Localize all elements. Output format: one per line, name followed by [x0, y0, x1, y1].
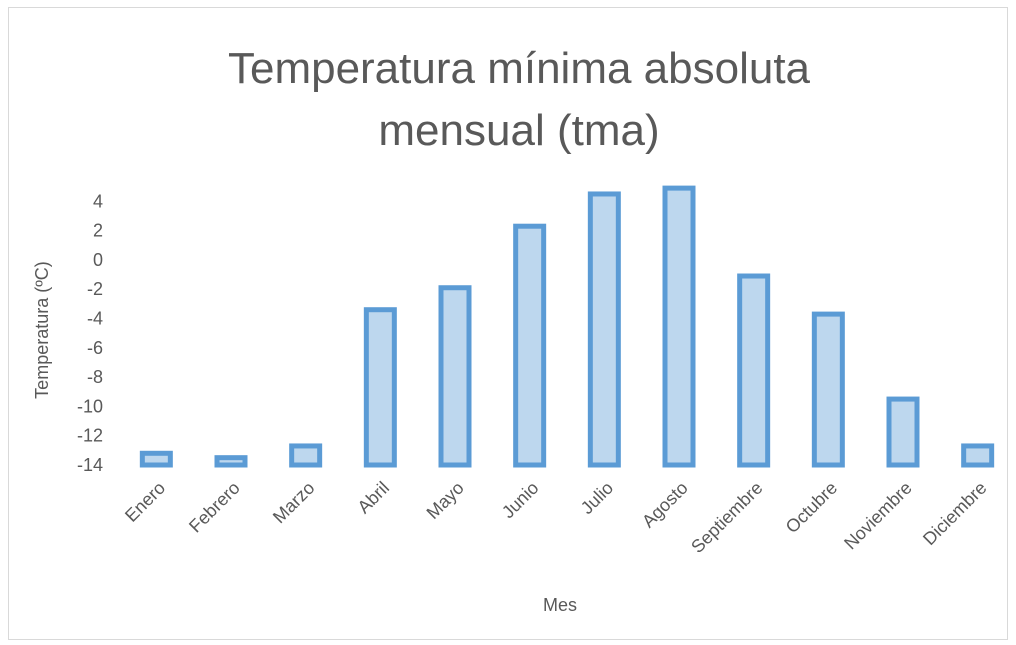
- x-tick-label: Abril: [354, 478, 394, 518]
- chart-area: Temperatura mínima absoluta mensual (tma…: [8, 7, 1008, 640]
- bar: [289, 443, 323, 468]
- bar: [811, 311, 845, 468]
- y-tick-label: -12: [77, 426, 103, 446]
- y-axis-ticks: -14 -12 -10 -8 -6 -4 -2 0 2 4: [77, 191, 103, 475]
- bar: [737, 273, 771, 468]
- x-tick-label: Octubre: [782, 478, 841, 537]
- x-tick-label: Agosto: [638, 478, 692, 532]
- chart-title-line-1: Temperatura mínima absoluta: [228, 44, 811, 93]
- x-tick-label: Febrero: [185, 478, 244, 537]
- bar: [662, 185, 696, 468]
- x-tick-label: Septiembre: [687, 478, 766, 557]
- y-tick-label: -4: [87, 309, 103, 329]
- bar: [139, 450, 173, 468]
- x-tick-label: Noviembre: [840, 478, 916, 554]
- bar: [513, 223, 547, 468]
- x-tick-label: Julio: [577, 478, 617, 518]
- bar: [587, 191, 621, 468]
- chart-title-line-2: mensual (tma): [378, 106, 659, 155]
- y-tick-label: 0: [93, 250, 103, 270]
- chart-title: Temperatura mínima absoluta mensual (tma…: [228, 44, 811, 155]
- y-tick-label: 4: [93, 191, 103, 211]
- y-tick-label: -6: [87, 338, 103, 358]
- x-tick-label: Junio: [498, 478, 543, 523]
- bars-group: [139, 185, 995, 468]
- bar: [363, 307, 397, 468]
- y-tick-label: -14: [77, 455, 103, 475]
- x-tick-label: Enero: [121, 478, 169, 526]
- bar: [961, 443, 995, 468]
- x-axis-title: Mes: [543, 595, 577, 615]
- x-tick-label: Diciembre: [919, 478, 990, 549]
- x-tick-label: Mayo: [423, 478, 468, 523]
- y-tick-label: -10: [77, 396, 103, 416]
- bar: [886, 396, 920, 468]
- y-axis-title: Temperatura (ºC): [32, 261, 52, 399]
- x-tick-label: Marzo: [269, 478, 319, 528]
- x-axis-ticks: Enero Febrero Marzo Abril Mayo Junio Julio Agos…: [121, 478, 990, 557]
- bar-chart: Temperatura mínima absoluta mensual (tma…: [32, 44, 995, 615]
- bar: [438, 285, 472, 468]
- bar: [214, 455, 248, 468]
- y-tick-label: -2: [87, 279, 103, 299]
- y-tick-label: 2: [93, 221, 103, 241]
- y-tick-label: -8: [87, 367, 103, 387]
